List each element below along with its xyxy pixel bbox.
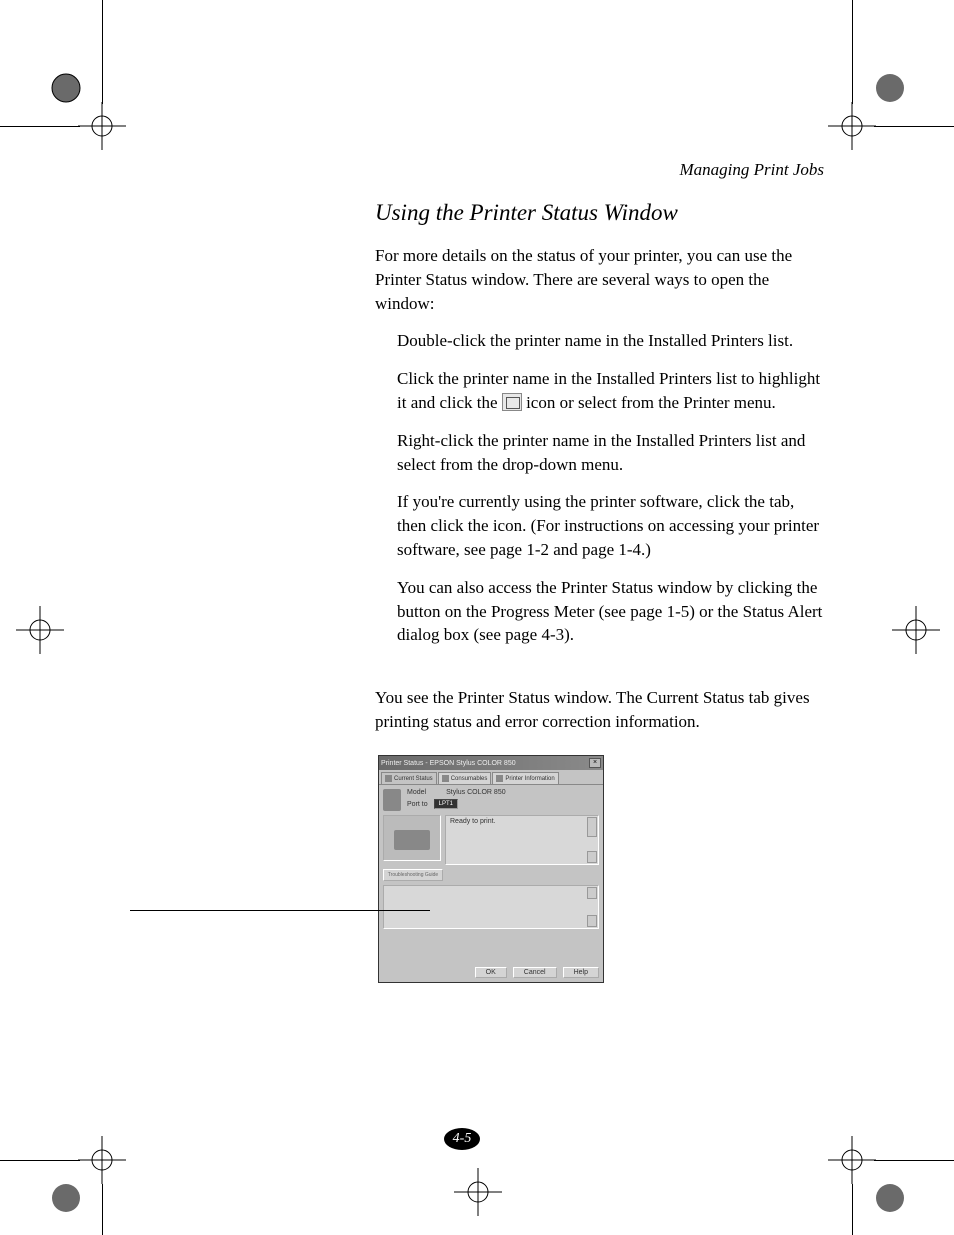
reg-mark-mr-cross xyxy=(892,606,940,654)
model-row: Model Stylus COLOR 850 xyxy=(383,789,599,796)
tab-icon xyxy=(385,775,392,782)
port-row: Port to LPT1 xyxy=(383,799,599,809)
dialog-button-row: OK Cancel Help xyxy=(475,967,599,978)
dialog-window: Printer Status - EPSON Stylus COLOR 850 … xyxy=(378,755,604,983)
bullet-2: Click the printer name in the Installed … xyxy=(397,367,825,415)
bullet-5: You can also access the Printer Status w… xyxy=(397,576,825,647)
printer-head-icon xyxy=(383,789,401,811)
reg-line-tl-h xyxy=(0,126,80,127)
bullet-3-text-b: from the drop-down menu. xyxy=(440,455,623,474)
reg-line-tr-h xyxy=(874,126,954,127)
reg-mark-tr-cross xyxy=(828,102,876,150)
dialog-tabs: Current Status Consumables Printer Infor… xyxy=(379,770,603,785)
info-box xyxy=(383,885,599,929)
port-label: Port to xyxy=(407,801,428,808)
scrollbar[interactable] xyxy=(587,887,597,899)
reg-mark-tl-cross xyxy=(78,102,126,150)
bullet-4: If you're currently using the printer so… xyxy=(397,490,825,561)
reg-line-tr-v xyxy=(852,0,853,104)
tab-icon xyxy=(442,775,449,782)
bullet-4-text-a: If you're currently using the printer so… xyxy=(397,492,769,511)
printer-status-icon xyxy=(502,393,522,411)
callout-line xyxy=(130,910,430,911)
scrollbar[interactable] xyxy=(587,817,597,837)
reg-mark-bc-cross xyxy=(454,1168,502,1216)
page-number: 4-5 xyxy=(444,1128,480,1150)
bullet-2-text-c: from the Printer menu. xyxy=(621,393,776,412)
troubleshooting-guide-button[interactable]: Troubleshooting Guide xyxy=(383,869,443,881)
cancel-button[interactable]: Cancel xyxy=(513,967,557,978)
status-message-box: Ready to print. xyxy=(445,815,599,865)
dialog-titlebar: Printer Status - EPSON Stylus COLOR 850 … xyxy=(379,756,603,770)
scrollbar[interactable] xyxy=(587,851,597,863)
status-row: Ready to print. xyxy=(383,815,599,865)
tab-consumables[interactable]: Consumables xyxy=(438,772,492,784)
model-value: Stylus COLOR 850 xyxy=(446,789,506,796)
reg-line-tl-v xyxy=(102,0,103,104)
bullet-5-text-a: You can also access the Printer Status w… xyxy=(397,578,817,597)
intro-paragraph: For more details on the status of your p… xyxy=(375,244,825,315)
tab-current-status[interactable]: Current Status xyxy=(381,772,437,784)
dialog-body: Model Stylus COLOR 850 Port to LPT1 Read… xyxy=(379,785,603,965)
close-icon[interactable]: × xyxy=(589,758,601,768)
running-head: Managing Print Jobs xyxy=(680,160,825,180)
reg-line-bl-h xyxy=(0,1160,80,1161)
reg-line-br-h xyxy=(874,1160,954,1161)
bullet-3: Right-click the printer name in the Inst… xyxy=(397,429,825,477)
status-message: Ready to print. xyxy=(450,818,496,825)
printer-graphic-icon xyxy=(383,815,441,861)
tab-icon xyxy=(496,775,503,782)
reg-line-bl-v xyxy=(102,1184,103,1235)
scrollbar[interactable] xyxy=(587,915,597,927)
reg-mark-ml-cross xyxy=(16,606,64,654)
port-value: LPT1 xyxy=(434,799,458,809)
bullet-1: Double-click the printer name in the Ins… xyxy=(397,329,825,353)
reg-line-br-v xyxy=(852,1184,853,1235)
closing-paragraph: You see the Printer Status window. The C… xyxy=(375,686,825,734)
model-label: Model xyxy=(407,789,426,796)
content: Using the Printer Status Window For more… xyxy=(375,200,825,661)
reg-mark-br-cross xyxy=(828,1136,876,1184)
reg-mark-bl-cross xyxy=(78,1136,126,1184)
ok-button[interactable]: OK xyxy=(475,967,507,978)
bullet-2-text-b: icon or select xyxy=(526,393,621,412)
dialog-title: Printer Status - EPSON Stylus COLOR 850 xyxy=(381,760,516,767)
tab-printer-information[interactable]: Printer Information xyxy=(492,772,558,784)
bullet-5-text-b: button on the Progress Meter (see page 1… xyxy=(397,602,822,645)
help-button[interactable]: Help xyxy=(563,967,599,978)
section-title: Using the Printer Status Window xyxy=(375,200,825,226)
printer-status-dialog: Printer Status - EPSON Stylus COLOR 850 … xyxy=(378,755,604,983)
